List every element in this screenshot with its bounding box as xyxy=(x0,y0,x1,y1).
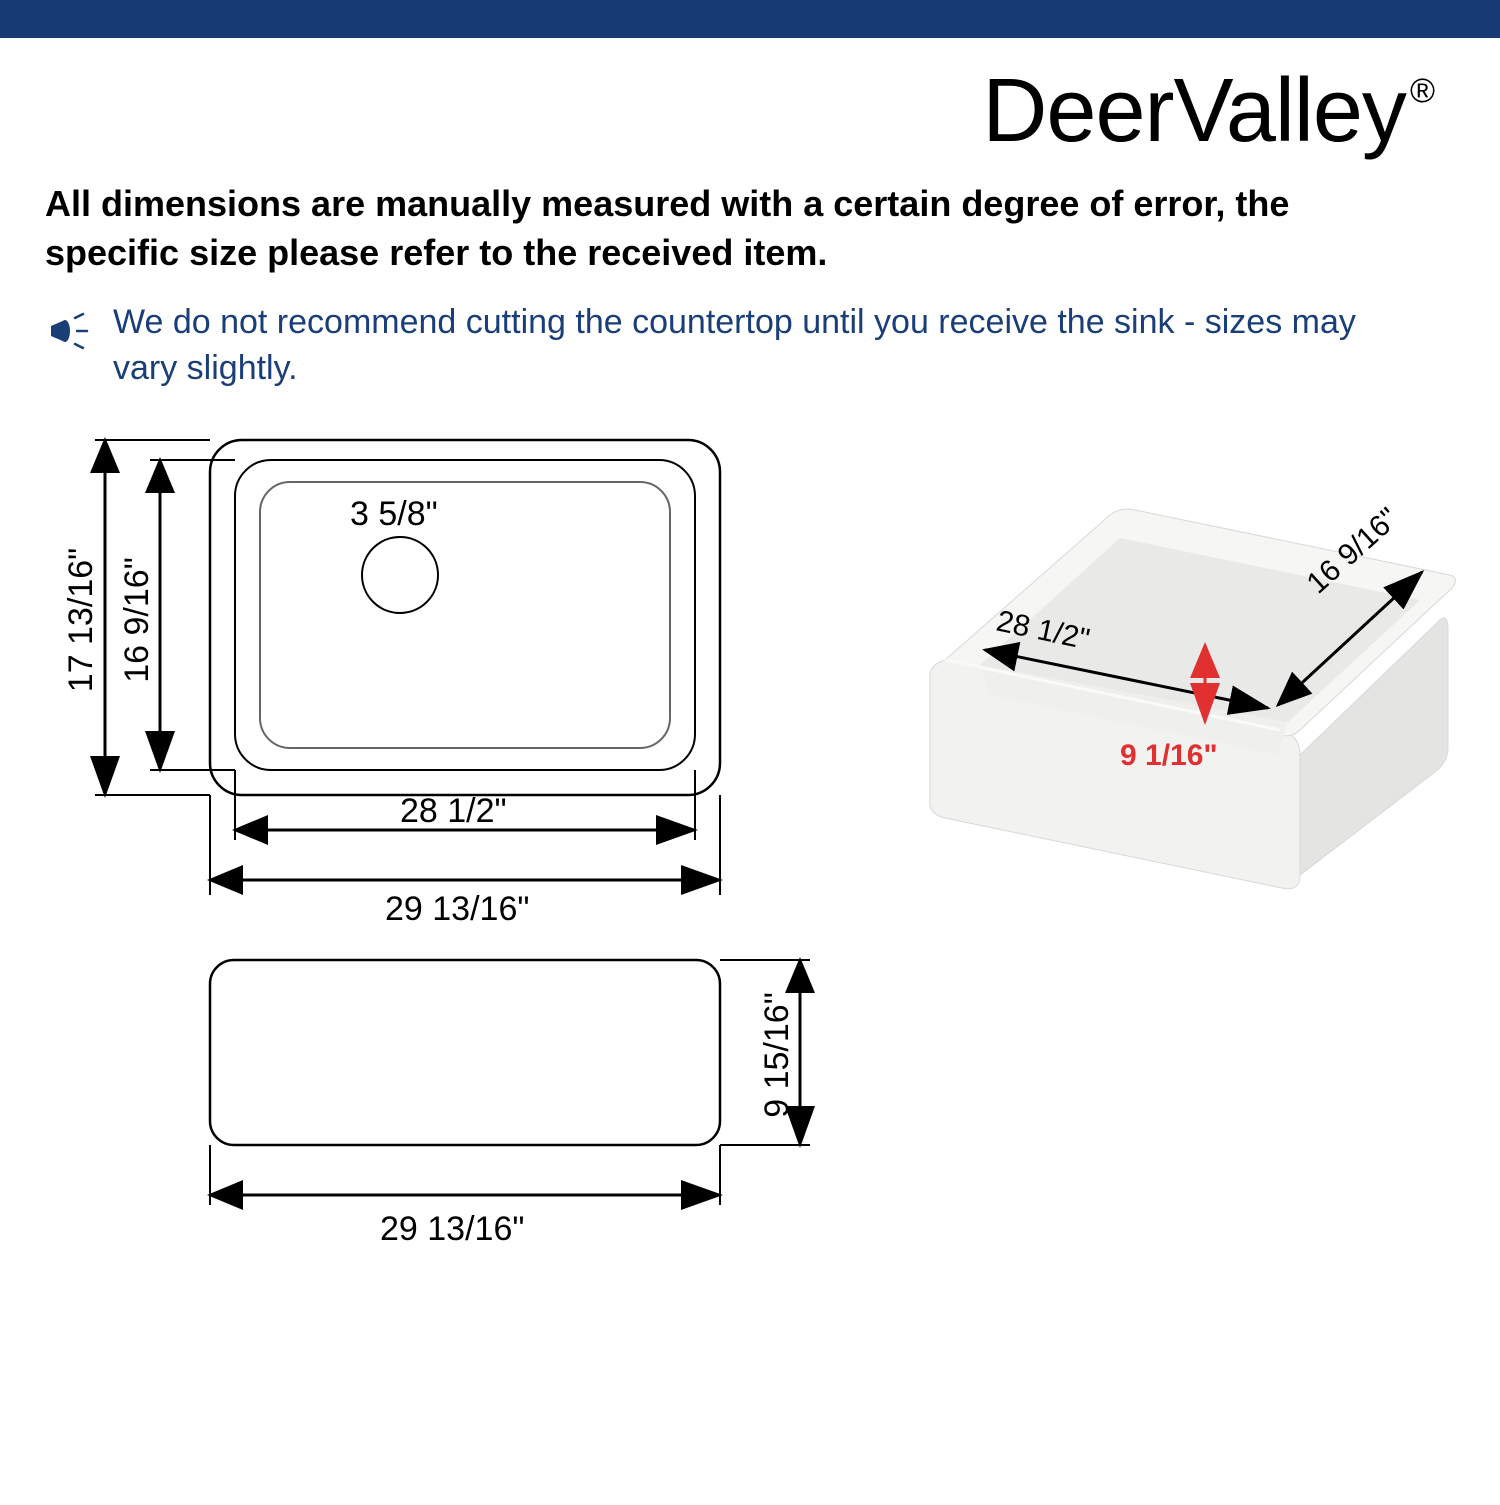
outer-width-label: 29 13/16" xyxy=(385,890,529,928)
front-height-label: 9 15/16" xyxy=(758,992,796,1118)
page-root: DeerValley® All dimensions are manually … xyxy=(0,0,1500,1500)
note-row: We do not recommend cutting the countert… xyxy=(45,300,1425,392)
outer-depth-label: 17 13/16" xyxy=(62,548,100,692)
front-width-label: 29 13/16" xyxy=(380,1210,524,1248)
top-bar xyxy=(0,0,1500,38)
drain-diameter-label: 3 5/8" xyxy=(350,495,438,533)
brand-logo: DeerValley® xyxy=(982,60,1430,163)
diagram-area: 3 5/8" 16 9/16" 17 13/16" 28 xyxy=(0,420,1500,1500)
brand-registered: ® xyxy=(1410,72,1434,110)
inner-depth-label: 16 9/16" xyxy=(118,557,156,683)
inner-width-label: 28 1/2" xyxy=(400,792,507,830)
brand-name: DeerValley xyxy=(982,61,1406,161)
front-view: 29 13/16" 9 15/16" xyxy=(210,960,810,1248)
megaphone-icon xyxy=(45,306,95,356)
iso-bowl-depth-label: 9 1/16" xyxy=(1120,739,1218,772)
top-view: 3 5/8" 16 9/16" 17 13/16" 28 xyxy=(62,440,720,928)
iso-view: 16 9/16" 28 1/2" 9 1/16" xyxy=(930,502,1456,889)
disclaimer-text: All dimensions are manually measured wit… xyxy=(45,180,1425,277)
note-text: We do not recommend cutting the countert… xyxy=(113,300,1425,392)
